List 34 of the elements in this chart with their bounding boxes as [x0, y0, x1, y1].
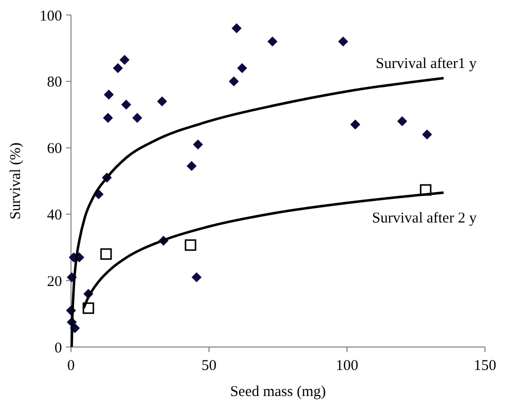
y-tick-label: 100 [40, 8, 62, 24]
point [102, 112, 113, 123]
point [121, 100, 132, 110]
point [186, 161, 197, 172]
point [192, 272, 202, 282]
point [120, 54, 130, 65]
x-tick-label: 50 [202, 358, 216, 374]
point [422, 130, 432, 140]
point [184, 239, 196, 251]
point [104, 90, 114, 100]
x-tick-label: 100 [336, 358, 358, 374]
series-label: Survival after 2 y [372, 210, 478, 227]
x-axis-title: Seed mass (mg) [230, 384, 326, 400]
point [237, 63, 248, 74]
point [192, 139, 203, 150]
x-tick-label: 0 [67, 358, 75, 374]
y-tick-label: 80 [47, 74, 62, 91]
y-tick-label: 0 [54, 340, 62, 356]
series-label: Survival after1 y [376, 56, 478, 72]
point [267, 36, 278, 47]
point [397, 116, 408, 126]
point [338, 36, 348, 47]
point [100, 248, 112, 260]
point [112, 63, 123, 74]
y-tick-label: 20 [47, 274, 62, 290]
y-tick-label: 40 [47, 207, 62, 224]
y-tick-label: 60 [47, 141, 62, 158]
x-tick-label: 150 [474, 358, 496, 374]
point [132, 112, 142, 123]
point [232, 23, 242, 34]
point [228, 76, 239, 86]
y-axis-title: Survival (%) [8, 142, 24, 220]
point [157, 96, 168, 106]
point [350, 120, 360, 130]
